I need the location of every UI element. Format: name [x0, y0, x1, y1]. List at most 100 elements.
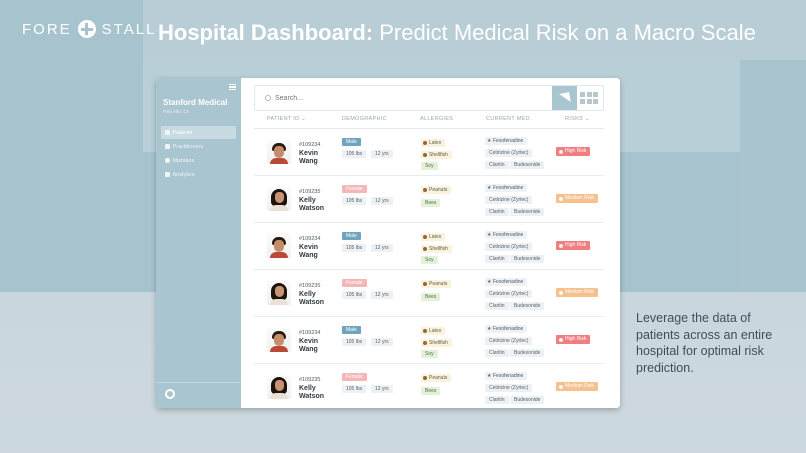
hamburger-menu-icon[interactable]	[229, 84, 236, 90]
gender-tag: Female	[342, 185, 367, 193]
allergy-tag-green: Bees	[421, 293, 441, 301]
age-tag: 12 yrs	[371, 197, 393, 205]
patient-last-name: Wang	[299, 252, 318, 259]
page-headline: Hospital Dashboard: Predict Medical Risk…	[158, 20, 756, 46]
table-row[interactable]: #109234 Kevin Wang Male 105 lbs 12 yrs L…	[254, 223, 604, 270]
med-tag: Budesonide	[510, 349, 545, 357]
med-tag: Cetirizine (Zyrtec)	[485, 196, 533, 204]
patient-last-name: Watson	[299, 299, 325, 306]
headline-rest: Predict Medical Risk on a Macro Scale	[373, 20, 756, 45]
risk-badge: Medium Risk	[556, 194, 598, 203]
header-risks[interactable]: RISKS ⌄	[565, 116, 590, 122]
gender-tag: Male	[342, 232, 361, 240]
risk-badge: Medium Risk	[556, 382, 598, 391]
patient-table: #109234 Kevin Wang Male 105 lbs 12 yrs L…	[254, 129, 604, 408]
header-patient-id[interactable]: PATIENT ID ⌄	[267, 116, 307, 122]
age-tag: 12 yrs	[371, 150, 393, 158]
allergy-tag: Peanuts	[421, 280, 452, 288]
gender-tag: Male	[342, 138, 361, 146]
sidebar-item-mistakes[interactable]: Mistakes	[161, 154, 236, 167]
risk-badge: High Risk	[556, 335, 591, 344]
sidebar-item-label: Analytics	[172, 171, 195, 178]
allergy-tag-green: Soy	[421, 256, 438, 264]
sidebar-item-analytics[interactable]: Analytics	[161, 168, 236, 181]
sidebar-item-label: Mistakes	[172, 157, 195, 164]
weight-tag: 105 lbs	[342, 150, 367, 158]
med-tag: Cetirizine (Zyrtec)	[485, 243, 533, 251]
alert-icon	[165, 158, 170, 163]
patient-id: #109234	[299, 330, 321, 336]
patient-first-name: Kelly	[299, 291, 316, 298]
med-tag-primary: Fexofenadine	[485, 325, 528, 333]
patient-id: #109235	[299, 377, 321, 383]
med-tag: Budesonide	[510, 161, 545, 169]
gender-tag: Female	[342, 279, 367, 287]
med-tag: Budesonide	[510, 208, 545, 216]
allergy-tag: Latex	[421, 233, 446, 241]
org-name: Stanford Medical	[163, 98, 228, 107]
org-location: Palo Alto, CA	[163, 109, 190, 114]
weight-tag: 105 lbs	[342, 291, 367, 299]
allergy-tag-green: Bees	[421, 387, 441, 395]
table-row[interactable]: #109234 Kevin Wang Male 105 lbs 12 yrs L…	[254, 317, 604, 364]
weight-tag: 105 lbs	[342, 197, 367, 205]
avatar	[267, 281, 291, 305]
med-tag: Claritin	[485, 302, 509, 310]
allergy-tag: Shellfish	[421, 245, 452, 253]
patient-id: #109235	[299, 283, 321, 289]
patient-name: Kelly Watson	[299, 197, 324, 213]
sidebar-item-label: Practitioners	[172, 143, 204, 150]
med-tag: Budesonide	[510, 302, 545, 310]
med-tag-primary: Fexofenadine	[485, 231, 528, 239]
doc-icon	[165, 144, 170, 149]
patient-first-name: Kelly	[299, 385, 316, 392]
med-tag: Cetirizine (Zyrtec)	[485, 290, 533, 298]
send-button[interactable]	[552, 86, 577, 110]
sidebar-item-patients[interactable]: Patients	[161, 126, 236, 139]
table-row[interactable]: #109235 Kelly Watson Female 105 lbs 12 y…	[254, 364, 604, 408]
allergy-tag: Latex	[421, 327, 446, 335]
grid-view-icon[interactable]	[580, 92, 598, 104]
med-tag-primary: Fexofenadine	[485, 372, 528, 380]
patient-name: Kelly Watson	[299, 385, 324, 401]
user-icon	[165, 130, 170, 135]
med-tag: Cetirizine (Zyrtec)	[485, 384, 533, 392]
allergy-tag-green: Soy	[421, 350, 438, 358]
weight-tag: 105 lbs	[342, 385, 367, 393]
patient-last-name: Wang	[299, 346, 318, 353]
weight-tag: 105 lbs	[342, 244, 367, 252]
med-tag: Claritin	[485, 255, 509, 263]
table-row[interactable]: #109235 Kelly Watson Female 105 lbs 12 y…	[254, 176, 604, 223]
med-tag: Claritin	[485, 208, 509, 216]
age-tag: 12 yrs	[371, 338, 393, 346]
patient-name: Kevin Wang	[299, 338, 318, 354]
table-row[interactable]: #109235 Kelly Watson Female 105 lbs 12 y…	[254, 270, 604, 317]
patient-last-name: Watson	[299, 205, 325, 212]
header-allergies: ALLERGIES	[420, 116, 454, 122]
gender-tag: Male	[342, 326, 361, 334]
gear-icon[interactable]	[165, 389, 175, 399]
allergy-tag: Peanuts	[421, 186, 452, 194]
search-icon	[265, 95, 271, 101]
med-tag: Claritin	[485, 396, 509, 404]
headline-bold: Hospital Dashboard:	[158, 20, 374, 45]
patient-id: #109235	[299, 189, 321, 195]
background-right	[740, 60, 806, 292]
sidebar-item-practitioners[interactable]: Practitioners	[161, 140, 236, 153]
patient-id: #109234	[299, 142, 321, 148]
search-input[interactable]	[275, 94, 525, 102]
brand-left: FORE	[22, 20, 72, 38]
allergy-tag: Shellfish	[421, 151, 452, 159]
sidebar: Stanford Medical Palo Alto, CA Patients …	[156, 78, 241, 408]
allergy-tag-green: Bees	[421, 199, 441, 207]
tagline: Leverage the data of patients across an …	[636, 311, 773, 375]
avatar	[267, 140, 291, 164]
table-header: PATIENT ID ⌄ DEMOGRAPHIC ALLERGIES CURRE…	[254, 116, 604, 126]
patient-first-name: Kelly	[299, 197, 316, 204]
allergy-tag: Latex	[421, 139, 446, 147]
patient-first-name: Kevin	[299, 244, 319, 251]
med-tag-primary: Fexofenadine	[485, 137, 528, 145]
headline-banner	[143, 0, 806, 60]
table-row[interactable]: #109234 Kevin Wang Male 105 lbs 12 yrs L…	[254, 129, 604, 176]
header-divider	[254, 128, 604, 129]
